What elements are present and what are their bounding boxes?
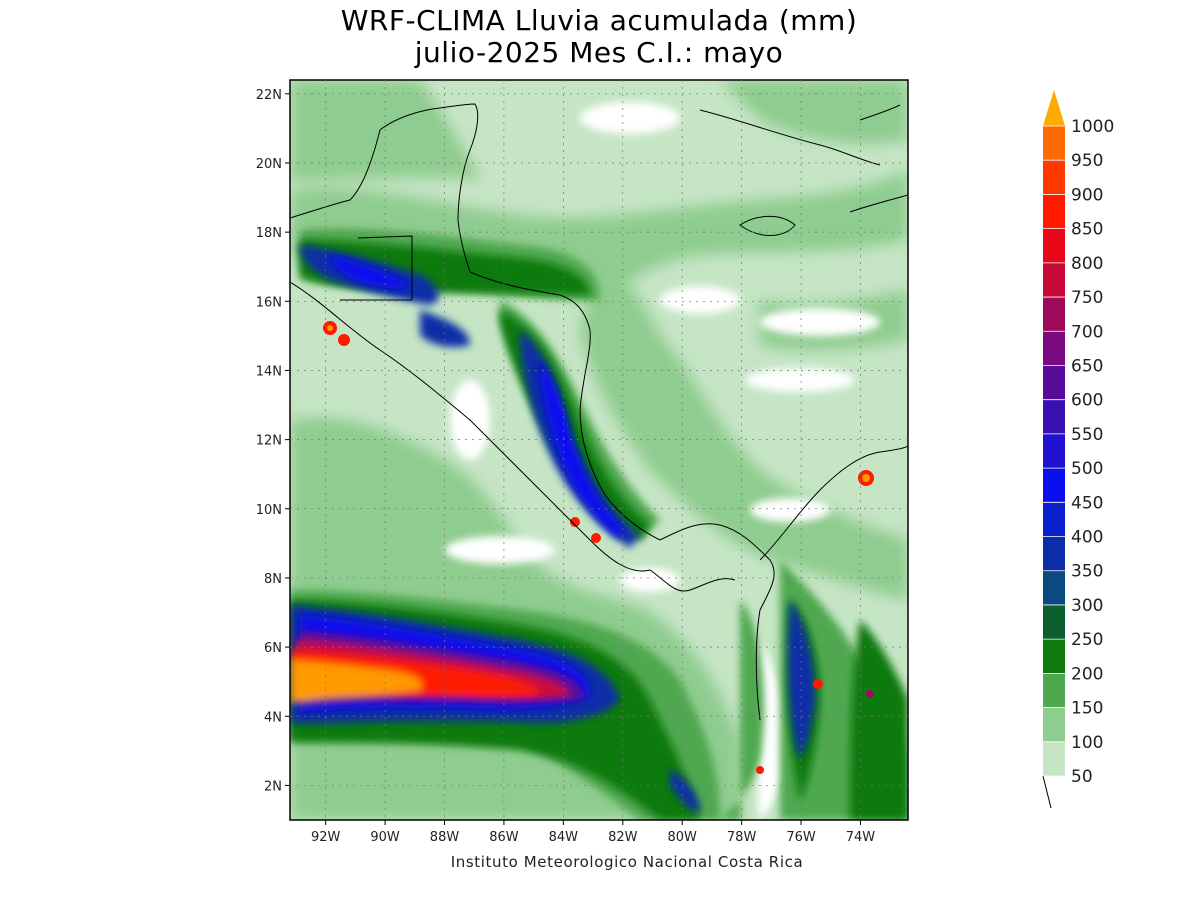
- lon-tick-label: 78W: [727, 830, 757, 845]
- colorbar-swatch: [1043, 262, 1065, 298]
- colorbar-swatch: [1043, 639, 1065, 674]
- colorbar-swatch: [1043, 604, 1065, 640]
- lon-tick-label: 86W: [489, 830, 519, 845]
- colorbar-swatch: [1043, 228, 1065, 263]
- colorbar-label: 300: [1071, 596, 1103, 616]
- lat-tick-label: 8N: [264, 572, 282, 587]
- lon-tick-label: 88W: [430, 830, 460, 845]
- colorbar-swatch: [1043, 365, 1065, 400]
- lat-lon-grid: [290, 80, 908, 820]
- lat-tick-label: 2N: [264, 779, 282, 794]
- colorbar-swatch: [1043, 126, 1065, 161]
- lon-tick-label: 76W: [786, 830, 816, 845]
- colorbar-label: 150: [1071, 699, 1103, 719]
- lat-tick-label: 10N: [256, 503, 282, 518]
- lon-tick-label: 92W: [311, 830, 341, 845]
- colorbar-label: 250: [1071, 630, 1103, 650]
- colorbar-label: 400: [1071, 528, 1103, 548]
- lat-tick-label: 12N: [256, 434, 282, 449]
- lat-tick-label: 20N: [256, 157, 282, 172]
- lon-tick-label: 80W: [667, 830, 697, 845]
- lat-tick-label: 16N: [256, 295, 282, 310]
- colorbar-swatch: [1043, 399, 1065, 434]
- map-title-line1: WRF-CLIMA Lluvia acumulada (mm): [340, 4, 858, 37]
- colorbar-swatch: [1043, 502, 1065, 537]
- colorbar-label: 350: [1071, 562, 1103, 582]
- colorbar-label: 950: [1071, 151, 1103, 171]
- lon-tick-label: 74W: [846, 830, 876, 845]
- coastlines: [290, 103, 908, 721]
- colorbar-swatch: [1043, 707, 1065, 742]
- colorbar-label: 1000: [1071, 117, 1114, 137]
- colorbar-label: 700: [1071, 322, 1103, 342]
- colorbar-swatch: [1043, 741, 1065, 776]
- lat-tick-label: 14N: [256, 364, 282, 379]
- colorbar-label: 850: [1071, 220, 1103, 240]
- colorbar-label: 600: [1071, 391, 1103, 411]
- lat-tick-label: 22N: [256, 88, 282, 103]
- lon-tick-label: 90W: [370, 830, 400, 845]
- axis-ticks: 22N 20N 18N 16N 14N 12N 10N 8N 6N 4N 2N 92W 90W 88W 86…: [256, 88, 876, 845]
- colorbar-swatch: [1043, 331, 1065, 366]
- colorbar-swatch: [1043, 673, 1065, 708]
- lat-tick-label: 18N: [256, 226, 282, 241]
- lat-tick-label: 4N: [264, 710, 282, 725]
- colorbar-swatch: [1043, 160, 1065, 195]
- colorbar-label: 800: [1071, 254, 1103, 274]
- colorbar-swatch: [1043, 468, 1065, 503]
- map-title-line2: julio-2025 Mes C.I.: mayo: [414, 36, 784, 69]
- colorbar-label: 650: [1071, 356, 1103, 376]
- colorbar-label: 450: [1071, 493, 1103, 513]
- colorbar-under-tail: [1042, 775, 1052, 809]
- colorbar-swatch: [1043, 570, 1065, 605]
- credit-text: Instituto Meteorologico Nacional Costa R…: [450, 853, 804, 871]
- colorbar-label: 900: [1071, 185, 1103, 205]
- colorbar-swatch: [1043, 194, 1065, 229]
- colorbar-label: 750: [1071, 288, 1103, 308]
- colorbar-swatch: [1043, 433, 1065, 469]
- colorbar-label: 200: [1071, 664, 1103, 684]
- lon-tick-label: 84W: [549, 830, 579, 845]
- rainfall-contour-field: [290, 80, 908, 820]
- colorbar-legend: 50 100 150 200 250 300 350 400 450 500 550 600 650 70…: [1042, 90, 1114, 809]
- lat-tick-label: 6N: [264, 641, 282, 656]
- colorbar-over-triangle: [1043, 90, 1065, 126]
- map-frame: [289, 79, 909, 821]
- colorbar-swatch: [1043, 536, 1065, 571]
- lon-tick-label: 82W: [608, 830, 638, 845]
- colorbar-label: 50: [1071, 767, 1093, 787]
- colorbar-swatch: [1043, 297, 1065, 332]
- colorbar-label: 100: [1071, 733, 1103, 753]
- colorbar-label: 500: [1071, 459, 1103, 479]
- colorbar-label: 550: [1071, 425, 1103, 445]
